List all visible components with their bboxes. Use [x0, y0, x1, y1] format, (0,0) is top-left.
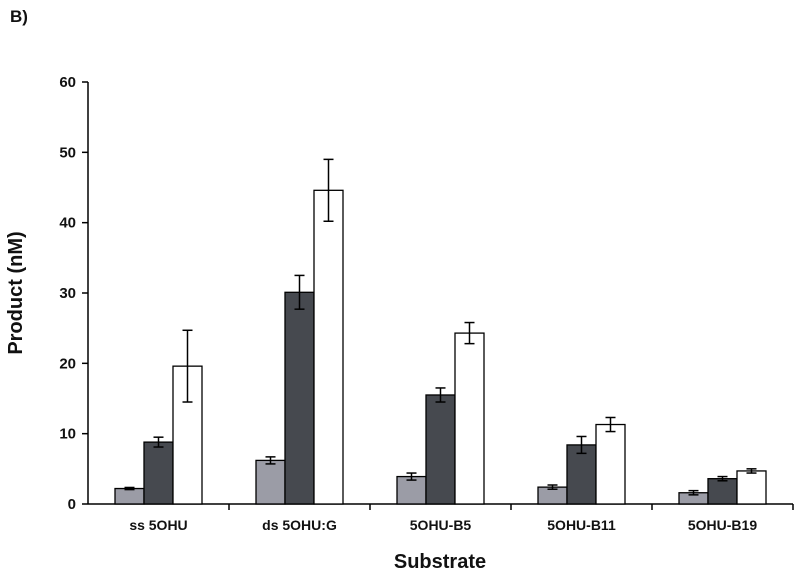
bar: [172, 365, 203, 505]
y-tick-label: 50: [59, 144, 76, 161]
y-ticks: 0 10 20 30 40 50 60: [59, 74, 88, 513]
y-axis-title: Product (nM): [5, 231, 27, 354]
bar: [284, 291, 315, 505]
y-tick-label: 30: [59, 285, 76, 302]
bar: [114, 487, 145, 505]
bar: [454, 332, 485, 505]
y-tick-label: 0: [68, 496, 76, 513]
x-tick-label: ds 5OHU:G: [262, 517, 337, 533]
bar: [313, 189, 344, 505]
bar: [595, 423, 626, 505]
bar: [736, 470, 767, 505]
bars: [114, 158, 794, 510]
bar: [707, 478, 738, 505]
panel-label: B): [10, 7, 28, 26]
y-tick-label: 20: [59, 355, 76, 372]
bar: [143, 441, 174, 505]
x-tick-labels: ss 5OHU ds 5OHU:G 5OHU-B5 5OHU-B11 5OHU-B19: [129, 517, 757, 533]
x-tick-label: 5OHU-B5: [410, 517, 472, 533]
y-tick-label: 60: [59, 74, 76, 91]
x-tick-label: 5OHU-B11: [547, 517, 616, 533]
x-tick-label: ss 5OHU: [129, 517, 187, 533]
x-tick-label: 5OHU-B19: [688, 517, 757, 533]
y-tick-label: 10: [59, 426, 76, 443]
bar: [255, 459, 286, 505]
x-axis-title: Substrate: [394, 551, 486, 573]
y-tick-label: 40: [59, 215, 76, 232]
bar: [425, 394, 456, 505]
